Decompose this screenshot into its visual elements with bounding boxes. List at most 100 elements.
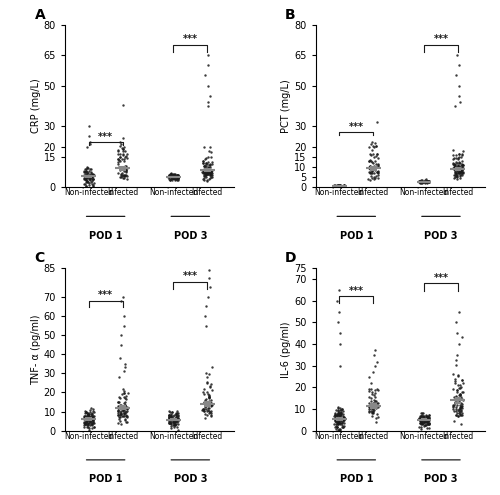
Point xyxy=(202,163,209,171)
Point xyxy=(204,409,212,417)
Y-axis label: PCT (mg/L): PCT (mg/L) xyxy=(282,79,292,133)
Point xyxy=(372,160,380,168)
Point xyxy=(169,171,177,179)
Point xyxy=(336,410,344,418)
Point xyxy=(205,370,213,378)
Point xyxy=(331,423,339,431)
Point xyxy=(204,390,212,397)
Point xyxy=(86,417,94,425)
Point xyxy=(88,169,96,177)
Point xyxy=(208,400,216,408)
Point xyxy=(84,181,92,189)
Point xyxy=(374,167,382,175)
Point xyxy=(88,165,96,173)
Point xyxy=(334,183,342,191)
Point xyxy=(370,150,378,158)
Point xyxy=(82,413,90,421)
Point xyxy=(88,414,96,422)
Point xyxy=(458,151,466,159)
Point xyxy=(84,178,92,186)
Point xyxy=(335,183,343,191)
Point xyxy=(422,421,430,429)
Point xyxy=(369,399,377,407)
Point xyxy=(114,146,122,154)
Point xyxy=(201,170,209,178)
Point xyxy=(456,403,464,411)
Point xyxy=(120,399,128,407)
Point xyxy=(452,154,460,162)
Point xyxy=(425,411,433,419)
Point xyxy=(417,176,425,184)
Point xyxy=(336,415,344,423)
Point xyxy=(333,424,341,432)
Point xyxy=(199,157,207,165)
Point xyxy=(332,405,340,413)
Point xyxy=(368,408,376,416)
Point xyxy=(374,161,382,169)
Point xyxy=(89,183,97,191)
Point xyxy=(340,414,348,422)
Point xyxy=(366,402,374,410)
Point xyxy=(334,411,342,419)
Point xyxy=(454,329,462,337)
Point xyxy=(372,404,380,412)
Point xyxy=(82,417,90,425)
Point xyxy=(370,406,378,414)
Point xyxy=(424,177,432,185)
Text: ***: *** xyxy=(183,34,198,45)
Point xyxy=(200,165,208,173)
Point xyxy=(416,417,424,425)
Point xyxy=(115,163,123,171)
Point xyxy=(82,418,90,426)
Point xyxy=(200,162,208,170)
Point xyxy=(333,183,341,191)
Point xyxy=(422,416,430,424)
Point xyxy=(372,385,380,393)
Point xyxy=(116,153,124,161)
Point xyxy=(170,174,178,182)
Point xyxy=(334,409,342,417)
Point xyxy=(454,161,462,169)
Point xyxy=(370,399,378,407)
Point xyxy=(204,169,212,177)
Point xyxy=(338,182,345,190)
Point xyxy=(332,415,340,423)
Point xyxy=(208,363,216,371)
Point xyxy=(82,176,90,184)
Point xyxy=(372,142,380,150)
Point xyxy=(336,362,344,370)
Point xyxy=(452,164,460,172)
Point xyxy=(206,399,214,407)
Point xyxy=(340,414,348,422)
Text: POD 3: POD 3 xyxy=(174,475,207,485)
Point xyxy=(121,363,129,371)
Point xyxy=(114,155,122,163)
Point xyxy=(170,171,178,179)
Point xyxy=(200,161,208,169)
Point xyxy=(204,167,212,175)
Point xyxy=(173,172,181,180)
Point xyxy=(417,417,425,425)
Point xyxy=(82,171,90,179)
Point xyxy=(206,170,214,178)
Point xyxy=(338,415,346,423)
Point xyxy=(116,413,124,421)
Point xyxy=(369,368,377,376)
Point xyxy=(416,417,424,425)
Point xyxy=(116,141,124,148)
Point xyxy=(424,417,432,425)
Point xyxy=(168,173,176,181)
Point xyxy=(173,173,181,181)
Point xyxy=(340,416,348,424)
Point xyxy=(121,153,129,161)
Point xyxy=(117,297,125,305)
Point xyxy=(366,407,374,415)
Point xyxy=(88,171,96,179)
Point xyxy=(88,408,96,416)
Point xyxy=(123,175,131,183)
Point xyxy=(450,165,458,173)
Point xyxy=(330,417,338,425)
Point xyxy=(454,167,462,175)
Point xyxy=(83,172,91,180)
Point xyxy=(336,413,344,421)
